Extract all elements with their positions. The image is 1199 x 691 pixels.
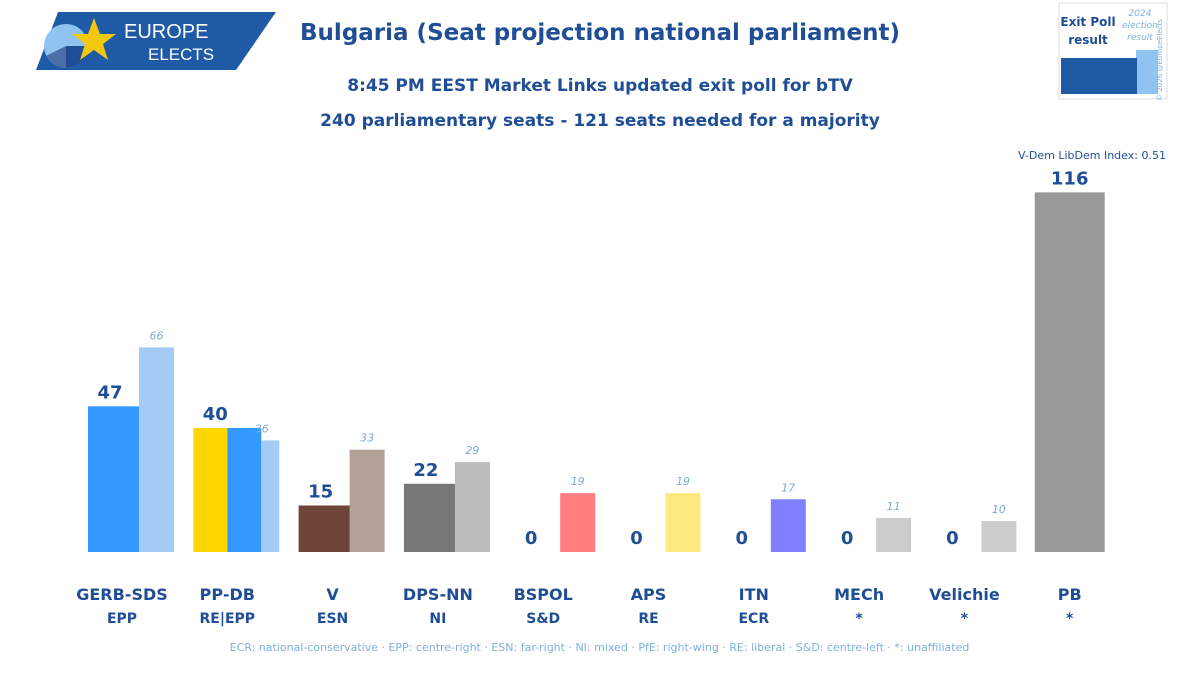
label-previous-DPS-NN: 29 (465, 444, 479, 457)
label-previous-Velichie: 10 (992, 503, 1006, 516)
bar-previous-PP-DB (261, 440, 280, 552)
category-label-DPS-NN: DPS-NN (403, 585, 473, 604)
category-label-PB: PB (1058, 585, 1082, 604)
legend: Exit Poll result 2024 election result © … (1058, 2, 1168, 100)
category-label-BSPOL: BSPOL (514, 585, 573, 604)
group-label-MECh: * (855, 611, 863, 627)
group-label-DPS-NN: NI (429, 611, 446, 627)
group-label-ITN: ECR (738, 611, 769, 627)
legend-current-line1: Exit Poll (1060, 15, 1115, 29)
label-current-PB: 116 (1051, 168, 1089, 189)
bar-previous-Velichie (981, 521, 1017, 552)
footer-legend: ECR: national-conservative · EPP: centre… (229, 641, 970, 654)
group-label-BSPOL: S&D (526, 611, 560, 627)
label-previous-APS: 19 (676, 475, 690, 488)
bar-previous-V (349, 449, 385, 552)
group-label-APS: RE (638, 611, 658, 627)
label-current-DPS-NN: 22 (413, 460, 438, 481)
legend-current-line2: result (1068, 33, 1108, 47)
group-label-PP-DB: RE|EPP (200, 611, 256, 627)
bar-previous-ITN (770, 499, 806, 552)
copyright: © 2026 @EuropeElects (1156, 19, 1164, 100)
label-current-BSPOL: 0 (525, 528, 538, 549)
logo-line2: ELECTS (148, 45, 214, 64)
category-label-PP-DB: PP-DB (200, 585, 255, 604)
legend-previous-swatch (1136, 50, 1158, 94)
category-label-GERB-SDS: GERB-SDS (76, 585, 168, 604)
label-previous-BSPOL: 19 (571, 475, 585, 488)
label-current-MECh: 0 (841, 528, 854, 549)
bar-previous-MECh (876, 517, 912, 552)
label-current-ITN: 0 (736, 528, 749, 549)
label-current-APS: 0 (630, 528, 643, 549)
category-label-MECh: MECh (834, 585, 884, 604)
bar-previous-APS (665, 493, 701, 552)
label-previous-GERB-SDS: 66 (150, 329, 164, 342)
bar-current-PP-DB-part2 (227, 428, 262, 552)
label-current-Velichie: 0 (946, 528, 959, 549)
category-label-V: V (326, 585, 339, 604)
category-label-Velichie: Velichie (929, 585, 1000, 604)
label-current-PP-DB: 40 (203, 404, 228, 425)
bar-current-PB (1034, 192, 1105, 552)
chart-title: Bulgaria (Seat projection national parli… (300, 20, 900, 46)
europe-elects-logo: EUROPE ELECTS (36, 12, 276, 70)
group-label-V: ESN (317, 611, 348, 627)
label-current-V: 15 (308, 482, 333, 503)
legend-current-swatch (1061, 58, 1137, 94)
label-previous-MECh: 11 (887, 500, 901, 513)
group-label-PB: * (1066, 611, 1074, 627)
legend-previous-line3: result (1127, 33, 1153, 43)
bar-previous-DPS-NN (454, 462, 490, 552)
label-previous-ITN: 17 (781, 481, 795, 494)
category-label-ITN: ITN (739, 585, 769, 604)
bar-current-PP-DB-part1 (193, 428, 228, 552)
legend-previous-line2: election (1122, 21, 1158, 31)
legend-previous-line1: 2024 (1129, 9, 1152, 19)
group-label-GERB-SDS: EPP (107, 611, 137, 627)
vdem-note: V-Dem LibDem Index: 0.51 (1018, 149, 1166, 162)
bar-previous-GERB-SDS (139, 347, 174, 552)
category-label-APS: APS (631, 585, 667, 604)
chart-subtitle-2: 240 parliamentary seats - 121 seats need… (320, 111, 880, 131)
label-current-GERB-SDS: 47 (97, 382, 122, 403)
label-previous-PP-DB: 36 (255, 422, 269, 435)
logo-line1: EUROPE (124, 21, 208, 43)
bar-previous-BSPOL (560, 493, 596, 552)
group-label-Velichie: * (961, 611, 969, 627)
label-previous-V: 33 (360, 432, 374, 445)
chart-subtitle-1: 8:45 PM EEST Market Links updated exit p… (347, 76, 853, 96)
